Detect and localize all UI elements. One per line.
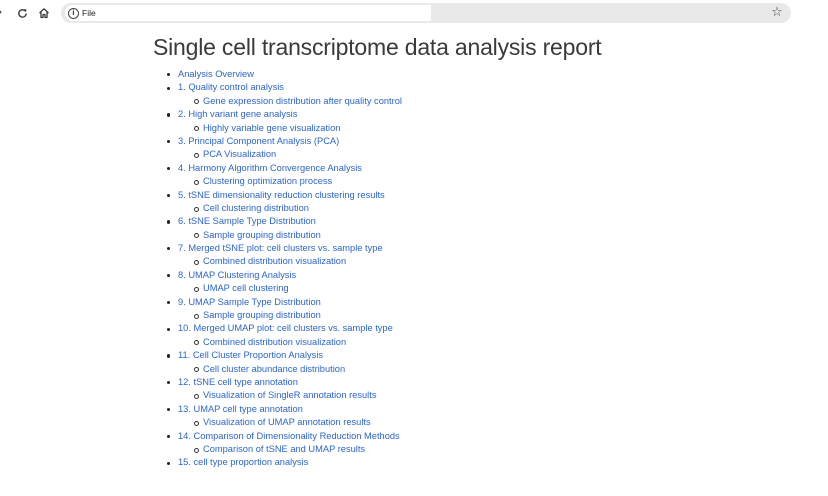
toc-sublist: Sample grouping distribution	[178, 229, 402, 242]
toc-link[interactable]: 6. tSNE Sample Type Distribution	[178, 216, 316, 227]
toc-item: 11. Cell Cluster Proportion Analysis Cell…	[167, 349, 402, 376]
toc-sublink[interactable]: Cell clustering distribution	[203, 202, 309, 213]
toc-subitem: Comparison of tSNE and UMAP results	[194, 443, 402, 456]
toc-link[interactable]: 1. Quality control analysis	[178, 82, 284, 93]
toc-sublink[interactable]: UMAP cell clustering	[203, 283, 289, 294]
toc-link[interactable]: 11. Cell Cluster Proportion Analysis	[178, 350, 324, 361]
toc-sublist: Combined distribution visualization	[178, 255, 402, 268]
toc-sublist: Cell clustering distribution	[178, 202, 402, 215]
toc-link[interactable]: 15. cell type proportion analysis	[178, 457, 309, 468]
toc-subitem: Sample grouping distribution	[194, 229, 402, 242]
browser-toolbar: › i File ☆	[0, 0, 828, 26]
toc-sublink[interactable]: Visualization of SingleR annotation resu…	[203, 390, 377, 401]
star-icon[interactable]: ☆	[771, 5, 783, 20]
toc-sublist: Clustering optimization process	[178, 175, 402, 188]
toc-link[interactable]: 5. tSNE dimensionality reduction cluster…	[178, 189, 385, 200]
toc-subitem: Cell clustering distribution	[194, 202, 402, 215]
page-title: Single cell transcriptome data analysis …	[153, 34, 602, 60]
toc-item: 10. Merged UMAP plot: cell clusters vs. …	[167, 322, 402, 349]
table-of-contents: Analysis Overview 1. Quality control anal…	[167, 68, 402, 470]
toc-sublist: Visualization of SingleR annotation resu…	[178, 389, 402, 402]
toc-subitem: Visualization of SingleR annotation resu…	[194, 389, 402, 402]
site-info-label: File	[82, 8, 96, 18]
toc-sublist: Gene expression distribution after quali…	[178, 95, 402, 108]
toc-subitem: Clustering optimization process	[194, 175, 402, 188]
toc-sublink[interactable]: Clustering optimization process	[203, 176, 333, 187]
url-input[interactable]	[96, 5, 431, 21]
toc-item: 9. UMAP Sample Type Distribution Sample g…	[167, 296, 402, 323]
toc-sublist: PCA Visualization	[178, 148, 402, 161]
toc-sublink[interactable]: Combined distribution visualization	[203, 336, 347, 347]
toc-sublink[interactable]: Sample grouping distribution	[203, 310, 321, 321]
toc-link[interactable]: 7. Merged tSNE plot: cell clusters vs. s…	[178, 243, 383, 254]
toc-link[interactable]: 4. Harmony Algorithm Convergence Analysi…	[178, 162, 362, 173]
toc-sublink[interactable]: Combined distribution visualization	[203, 256, 347, 267]
home-icon[interactable]	[36, 5, 52, 21]
toc-sublist: Comparison of tSNE and UMAP results	[178, 443, 402, 456]
toc-sublink[interactable]: Comparison of tSNE and UMAP results	[203, 443, 366, 454]
toc-sublink[interactable]: Sample grouping distribution	[203, 229, 321, 240]
toc-link[interactable]: 9. UMAP Sample Type Distribution	[178, 296, 321, 307]
toc-link[interactable]: 3. Principal Component Analysis (PCA)	[178, 135, 340, 146]
toc-item: Analysis Overview	[167, 68, 402, 81]
site-info-chip[interactable]: i File	[65, 5, 101, 21]
toc-item: 6. tSNE Sample Type Distribution Sample g…	[167, 215, 402, 242]
toc-item: 2. High variant gene analysis Highly vari…	[167, 108, 402, 135]
info-icon: i	[68, 7, 79, 19]
toc-subitem: Sample grouping distribution	[194, 309, 402, 322]
toc-link[interactable]: 8. UMAP Clustering Analysis	[178, 269, 297, 280]
toc-subitem: Cell cluster abundance distribution	[194, 363, 402, 376]
toc-item: 3. Principal Component Analysis (PCA) PCA…	[167, 135, 402, 162]
toc-link[interactable]: Analysis Overview	[178, 69, 254, 79]
toc-subitem: UMAP cell clustering	[194, 282, 402, 295]
page-content: Single cell transcriptome data analysis …	[0, 26, 828, 496]
toc-item: 14. Comparison of Dimensionality Reducti…	[167, 430, 402, 457]
toc-subitem: Visualization of UMAP annotation results	[194, 416, 402, 429]
toc-link[interactable]: 14. Comparison of Dimensionality Reducti…	[178, 430, 400, 441]
toc-item: 12. tSNE cell type annotation Visualizati…	[167, 376, 402, 403]
toc-subitem: Gene expression distribution after quali…	[194, 95, 402, 108]
toc-sublist: UMAP cell clustering	[178, 282, 402, 295]
toc-subitem: Combined distribution visualization	[194, 255, 402, 268]
address-bar: i File	[61, 3, 791, 23]
toc-item: 15. cell type proportion analysis	[167, 456, 402, 469]
toc-item: 1. Quality control analysis Gene expressi…	[167, 81, 402, 108]
toc-sublink[interactable]: Gene expression distribution after quali…	[203, 95, 402, 106]
toc-sublink[interactable]: Cell cluster abundance distribution	[203, 363, 346, 374]
toc-sublist: Highly variable gene visualization	[178, 122, 402, 135]
toc-subitem: PCA Visualization	[194, 148, 402, 161]
home-icon-svg	[39, 8, 49, 19]
toc-sublist: Visualization of UMAP annotation results	[178, 416, 402, 429]
toc-item: 8. UMAP Clustering Analysis UMAP cell clu…	[167, 269, 402, 296]
chevron-right-icon[interactable]: ›	[0, 5, 8, 21]
toc-sublist: Sample grouping distribution	[178, 309, 402, 322]
toc-item: 13. UMAP cell type annotation Visualizati…	[167, 403, 402, 430]
toc-sublink[interactable]: Highly variable gene visualization	[203, 122, 341, 133]
toc-item: 5. tSNE dimensionality reduction cluster…	[167, 189, 402, 216]
toc-link[interactable]: 13. UMAP cell type annotation	[178, 403, 303, 414]
toc-sublink[interactable]: Visualization of UMAP annotation results	[203, 417, 371, 428]
toc-subitem: Combined distribution visualization	[194, 336, 402, 349]
toc-link[interactable]: 10. Merged UMAP plot: cell clusters vs. …	[178, 323, 393, 334]
toc-link[interactable]: 2. High variant gene analysis	[178, 109, 298, 120]
toc-item: 4. Harmony Algorithm Convergence Analysi…	[167, 162, 402, 189]
toc-link[interactable]: 12. tSNE cell type annotation	[178, 376, 298, 387]
toc-sublist: Combined distribution visualization	[178, 336, 402, 349]
reload-icon[interactable]	[14, 5, 30, 21]
toc-sublist: Cell cluster abundance distribution	[178, 363, 402, 376]
toc-sublink[interactable]: PCA Visualization	[203, 149, 277, 160]
toc-subitem: Highly variable gene visualization	[194, 122, 402, 135]
reload-icon-svg	[17, 8, 27, 18]
toc-item: 7. Merged tSNE plot: cell clusters vs. s…	[167, 242, 402, 269]
